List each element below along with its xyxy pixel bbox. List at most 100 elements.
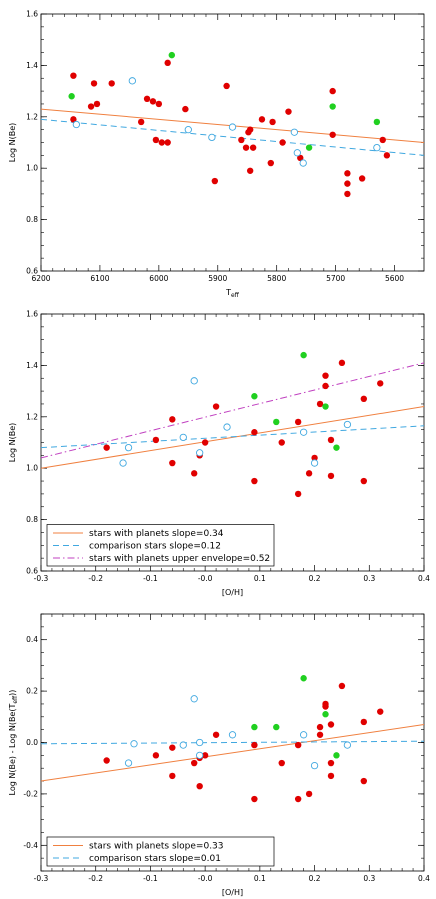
point-open <box>310 459 319 467</box>
panel-3: -0.3 -0.2 -0.1 -0.0 0.1 0.2 0.3 0.4 -0.4 -0.2 0.0 0… <box>8 613 430 897</box>
point-green <box>168 51 176 59</box>
point-red <box>344 170 351 177</box>
x-tick-label: 0.1 <box>254 574 266 583</box>
point-red <box>285 108 292 115</box>
point-red <box>87 103 95 110</box>
x-tick-label: -0.1 <box>143 574 158 583</box>
point-open <box>228 123 237 131</box>
point-red <box>294 490 302 498</box>
point-open <box>130 740 138 748</box>
point-red <box>377 708 384 715</box>
point-open <box>124 759 133 767</box>
point-red <box>169 772 176 780</box>
point-red <box>278 439 285 446</box>
point-red <box>169 744 176 751</box>
y-tick-label: 0.8 <box>26 515 38 524</box>
legend-label: stars with planets slope=0.34 <box>89 529 224 539</box>
point-red <box>246 126 254 133</box>
y-tick-label: 1.4 <box>26 361 38 370</box>
plot-frame <box>40 13 425 272</box>
point-red <box>211 177 219 185</box>
point-red <box>338 682 346 690</box>
point-red <box>70 72 77 79</box>
x-axis-label: Teff <box>225 288 240 299</box>
fit-line-dashed <box>41 740 424 745</box>
data-points <box>68 51 391 198</box>
point-red <box>238 136 245 144</box>
y-tick-label: 0.2 <box>26 687 38 696</box>
legend-label: comparison stars slope=0.12 <box>89 542 221 552</box>
point-open <box>196 738 204 747</box>
point-open <box>299 159 307 167</box>
point-red <box>251 477 258 485</box>
x-tick-label: 6000 <box>149 274 168 283</box>
point-open <box>124 443 133 452</box>
point-red <box>108 80 115 87</box>
point-green <box>300 675 307 682</box>
point-red <box>297 154 304 162</box>
point-red <box>358 175 366 182</box>
x-tick-label: 0.3 <box>363 574 375 583</box>
point-red <box>169 459 176 467</box>
point-green <box>305 144 313 151</box>
point-green <box>373 118 381 126</box>
point-red <box>305 470 313 477</box>
point-red <box>191 759 198 767</box>
point-red <box>152 436 160 444</box>
x-tick-label: 0.2 <box>309 574 321 583</box>
x-tick-label: -0.2 <box>88 574 103 583</box>
y-tick-label: 0.6 <box>26 567 38 576</box>
point-red <box>164 139 171 146</box>
point-red <box>152 136 160 144</box>
data-points <box>103 351 384 498</box>
y-tick-label: -0.4 <box>23 841 38 850</box>
point-red <box>258 116 266 123</box>
point-green <box>322 403 329 410</box>
point-red <box>316 723 324 731</box>
point-open <box>373 143 381 152</box>
point-red <box>246 167 254 174</box>
point-red <box>90 80 98 87</box>
point-red <box>305 790 313 798</box>
legend: stars with planets slope=0.33 comparison … <box>46 836 275 867</box>
fit-lines <box>41 108 424 156</box>
point-red <box>327 721 335 728</box>
point-red <box>377 380 384 387</box>
point-green <box>251 723 258 731</box>
x-axis-label: [O/H] <box>222 588 243 597</box>
point-red <box>322 372 329 379</box>
point-open <box>196 751 204 759</box>
x-tick-label: 0.2 <box>309 874 321 883</box>
fit-line-dashed <box>41 118 424 156</box>
point-red <box>338 359 346 367</box>
x-tick-label: -0.0 <box>198 874 213 883</box>
point-red <box>143 95 151 103</box>
y-tick-label: 1.6 <box>26 10 38 19</box>
point-open <box>310 761 319 770</box>
point-red <box>279 139 286 146</box>
point-red <box>251 795 258 803</box>
point-red <box>360 777 368 785</box>
x-tick-label: 0.1 <box>254 874 266 883</box>
x-axis-label: [O/H] <box>222 888 243 897</box>
point-red <box>322 703 329 710</box>
point-red <box>322 382 329 390</box>
x-tick-label: 5600 <box>385 274 404 283</box>
point-red <box>249 144 257 151</box>
x-tick-label: 0.3 <box>363 874 375 883</box>
point-red <box>152 752 160 759</box>
point-red <box>360 395 368 403</box>
y-tick-label: 1.0 <box>26 164 38 173</box>
point-open <box>223 423 231 431</box>
point-red <box>223 82 230 90</box>
point-red <box>327 772 335 780</box>
point-red <box>267 159 274 167</box>
y-axis-label-subscript: eff <box>12 695 19 704</box>
y-axis-label: Log N(Be) <box>8 123 17 162</box>
point-red <box>251 741 258 749</box>
point-red <box>103 444 110 451</box>
point-open <box>343 741 352 749</box>
legend-box <box>46 836 275 867</box>
x-tick-label: 5900 <box>208 274 227 283</box>
